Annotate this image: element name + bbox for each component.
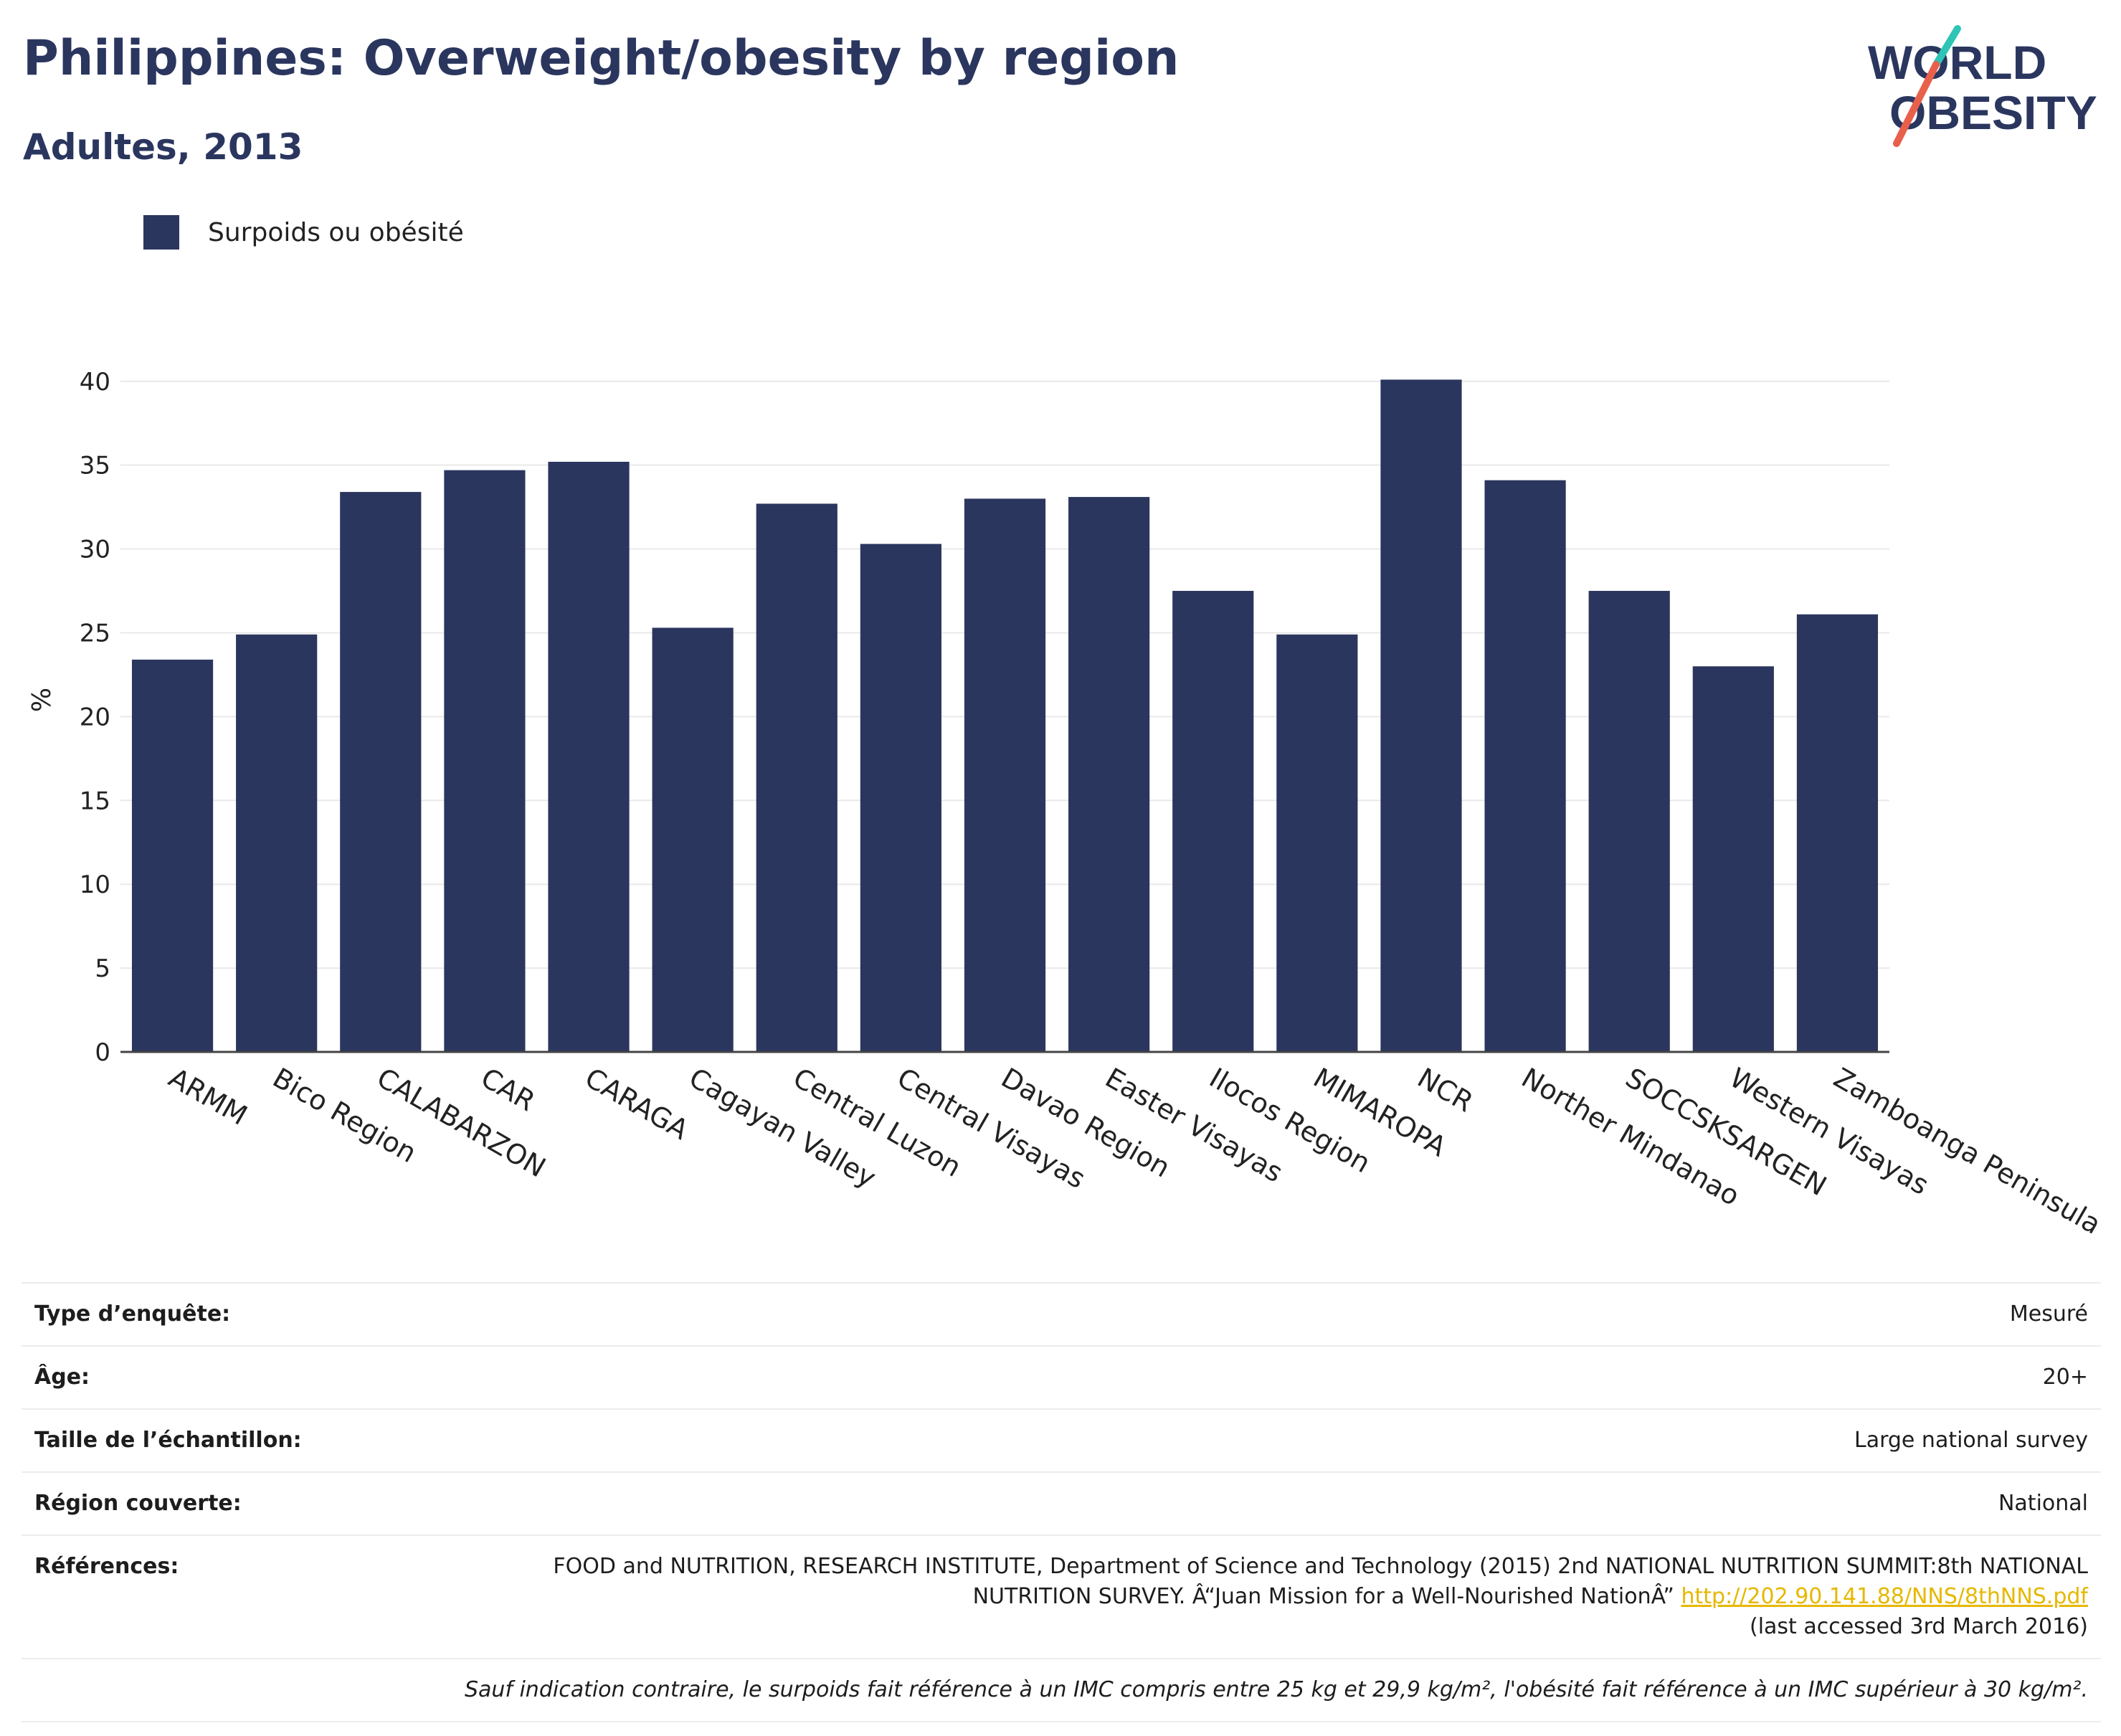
bar	[1380, 379, 1462, 1052]
info-row-references: Références: FOOD and NUTRITION, RESEARCH…	[22, 1536, 2101, 1659]
logo-slash-teal	[1932, 25, 1961, 68]
bar	[1796, 614, 1879, 1052]
bar	[236, 634, 318, 1052]
bar	[1484, 480, 1566, 1052]
y-tick-label: 30	[80, 536, 110, 564]
bar	[1276, 634, 1358, 1052]
info-label-sample-size: Taille de l’échantillon:	[34, 1428, 302, 1453]
info-value-survey-type: Mesuré	[2009, 1301, 2088, 1327]
bar	[860, 544, 941, 1052]
y-tick-label: 0	[95, 1038, 110, 1067]
y-tick-label: 35	[80, 452, 110, 480]
bar	[652, 627, 734, 1052]
bar	[964, 498, 1046, 1052]
x-tick-label: CAR	[475, 1062, 540, 1118]
info-row-age: Âge: 20+	[22, 1347, 2101, 1410]
footnote-text: Sauf indication contraire, le surpoids f…	[464, 1677, 2088, 1702]
bar	[1068, 497, 1150, 1052]
logo-line1: WORLD	[1868, 36, 2046, 89]
info-row-survey-type: Type d’enquête: Mesuré	[22, 1284, 2101, 1347]
info-value-references: FOOD and NUTRITION, RESEARCH INSTITUTE, …	[546, 1552, 2088, 1642]
x-tick-label: CARAGA	[580, 1062, 694, 1146]
y-tick-label: 10	[80, 871, 110, 899]
x-tick-label: Cagayan Valley	[684, 1062, 881, 1194]
info-label-age: Âge:	[34, 1365, 90, 1390]
legend-label: Surpoids ou obésité	[208, 217, 464, 247]
bar	[1692, 666, 1774, 1052]
chart-subtitle: Adultes, 2013	[23, 126, 303, 168]
survey-info-table: Type d’enquête: Mesuré Âge: 20+ Taille d…	[22, 1282, 2101, 1722]
info-value-age: 20+	[2042, 1365, 2088, 1390]
y-tick-label: 15	[80, 787, 110, 815]
reference-text: FOOD and NUTRITION, RESEARCH INSTITUTE, …	[553, 1554, 2088, 1609]
world-obesity-logo: WORLD OBESITY	[1868, 25, 2097, 147]
info-label-survey-type: Type d’enquête:	[34, 1301, 231, 1327]
y-tick-label: 20	[80, 703, 110, 731]
info-value-region: National	[1998, 1491, 2088, 1516]
bar	[340, 492, 422, 1052]
x-tick-label: NCR	[1412, 1062, 1478, 1119]
x-tick-label: Central Visayas	[892, 1062, 1091, 1195]
info-row-region: Région couverte: National	[22, 1473, 2101, 1536]
reference-link[interactable]: http://202.90.141.88/NNS/8thNNS.pdf	[1681, 1584, 2089, 1609]
y-tick-label: 40	[80, 368, 110, 397]
legend-swatch	[143, 215, 179, 250]
reference-accessed: (last accessed 3rd March 2016)	[1750, 1614, 2088, 1639]
y-tick-label: 5	[95, 954, 110, 983]
chart-legend[interactable]: Surpoids ou obésité	[143, 215, 464, 250]
info-row-sample-size: Taille de l’échantillon: Large national …	[22, 1410, 2101, 1473]
bar	[756, 503, 838, 1052]
bar	[131, 659, 214, 1052]
info-value-sample-size: Large national survey	[1854, 1428, 2088, 1453]
info-footnote: Sauf indication contraire, le surpoids f…	[22, 1659, 2101, 1722]
bar	[1172, 591, 1254, 1052]
chart-title: Philippines: Overweight/obesity by regio…	[23, 30, 1180, 87]
x-tick-label: Easter Visayas	[1100, 1062, 1288, 1189]
logo-slash-coral	[1893, 61, 1940, 147]
x-tick-label: ARMM	[163, 1062, 252, 1132]
info-label-region: Région couverte:	[34, 1491, 242, 1516]
bar	[548, 461, 630, 1052]
bar	[1588, 591, 1670, 1052]
bar	[444, 470, 526, 1052]
y-tick-label: 25	[80, 619, 110, 648]
info-label-references: Références:	[34, 1554, 179, 1579]
y-axis-label: %	[27, 688, 57, 712]
